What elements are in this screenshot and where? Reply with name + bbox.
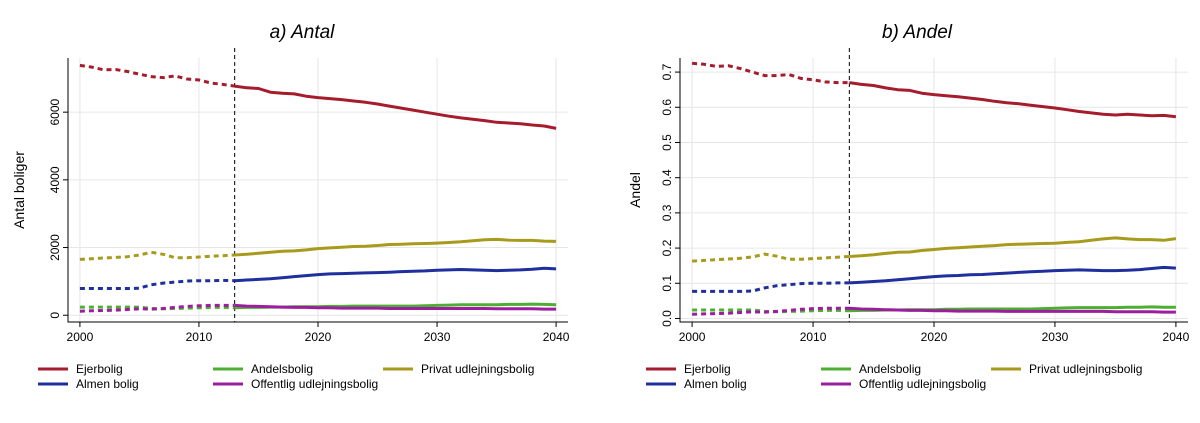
series-ejerbolig [691, 61, 1177, 119]
legend-item: Ejerbolig [38, 362, 123, 376]
chart-title: b) Andel [882, 22, 953, 43]
x-tick-label: 2040 [1163, 330, 1190, 344]
series-line-historical [79, 250, 235, 261]
legend-item: Almen bolig [646, 377, 747, 391]
y-axis-title: Antal boliger [11, 151, 27, 229]
legend-label: Andelsbolig [251, 362, 313, 376]
series-offentlig-udlejningsbolig [692, 306, 1176, 316]
series-line-historical [692, 306, 850, 316]
series-line-projection [849, 265, 1176, 285]
legend-label: Privat udlejningsbolig [1029, 362, 1142, 376]
y-tick-label: 4000 [48, 166, 62, 193]
y-tick-label: 0.6 [660, 99, 674, 116]
y-tick-label: 0.1 [660, 275, 674, 292]
x-tick-label: 2010 [186, 330, 213, 344]
chart-title: a) Antal [270, 22, 336, 43]
series-line-historical [692, 308, 850, 314]
legend-item: Privat udlejningsbolig [383, 362, 534, 376]
x-tick-label: 2000 [679, 330, 706, 344]
legend-label: Almen bolig [684, 377, 747, 391]
y-tick-label: 0.3 [660, 204, 674, 221]
legend-label: Offentlig udlejningsbolig [251, 377, 378, 391]
series-line-historical [692, 252, 850, 263]
legend-label: Ejerbolig [76, 362, 123, 376]
series-line-historical [79, 305, 235, 311]
legend-label: Ejerbolig [684, 362, 731, 376]
series-line-projection [849, 236, 1177, 258]
y-tick-label: 6000 [48, 98, 62, 125]
x-tick-label: 2010 [800, 330, 827, 344]
legend-label: Andelsbolig [859, 362, 921, 376]
chart-panel-1: a) Antal 2000 2010 2020 2030 2040 0 2000 4000 600… [11, 22, 570, 391]
legend-item: Almen bolig [38, 377, 139, 391]
y-tick-label: 0.5 [660, 134, 674, 151]
y-tick-label: 0 [48, 312, 62, 319]
series-ejerbolig [79, 63, 557, 130]
series-line-historical [692, 281, 850, 293]
series-line-historical [79, 278, 235, 290]
series-privat-udlejningsbolig [692, 236, 1177, 263]
y-tick-label: 0.0 [660, 310, 674, 327]
x-tick-label: 2030 [1042, 330, 1069, 344]
series-line-projection [234, 266, 557, 283]
legend-item: Andelsbolig [821, 362, 921, 376]
y-axis-title: Andel [627, 172, 643, 208]
y-tick-label: 0.2 [660, 239, 674, 256]
x-tick-label: 2020 [921, 330, 948, 344]
legend-item: Offentlig udlejningsbolig [213, 377, 378, 391]
legend-item: Ejerbolig [646, 362, 731, 376]
series-almen-bolig [79, 266, 557, 290]
legend-label: Offentlig udlejningsbolig [859, 377, 986, 391]
series-privat-udlejningsbolig [79, 237, 557, 261]
series-line-projection [234, 84, 557, 130]
legend-label: Privat udlejningsbolig [421, 362, 534, 376]
x-tick-label: 2030 [424, 330, 451, 344]
legend-item: Privat udlejningsbolig [991, 362, 1142, 376]
series-line-projection [849, 81, 1177, 119]
series-offentlig-udlejningsbolig [79, 303, 557, 313]
series-line-projection [234, 303, 557, 311]
series-almen-bolig [692, 265, 1176, 293]
x-tick-label: 2000 [67, 330, 94, 344]
series-line-historical [691, 61, 850, 85]
y-tick-label: 0.4 [660, 169, 674, 186]
series-line-projection [234, 237, 557, 257]
series-line-historical [79, 63, 235, 88]
legend-label: Almen bolig [76, 377, 139, 391]
x-tick-label: 2020 [305, 330, 332, 344]
x-tick-label: 2040 [543, 330, 570, 344]
chart-panel-2: b) Andel 2000 2010 2020 2030 2040 0.0 0.1 0.2 0.3… [627, 22, 1190, 391]
legend-item: Andelsbolig [213, 362, 313, 376]
y-tick-label: 0.7 [660, 63, 674, 80]
legend-item: Offentlig udlejningsbolig [821, 377, 986, 391]
series-line-projection [849, 306, 1176, 314]
series-line-historical [79, 303, 235, 313]
y-tick-label: 2000 [48, 234, 62, 261]
